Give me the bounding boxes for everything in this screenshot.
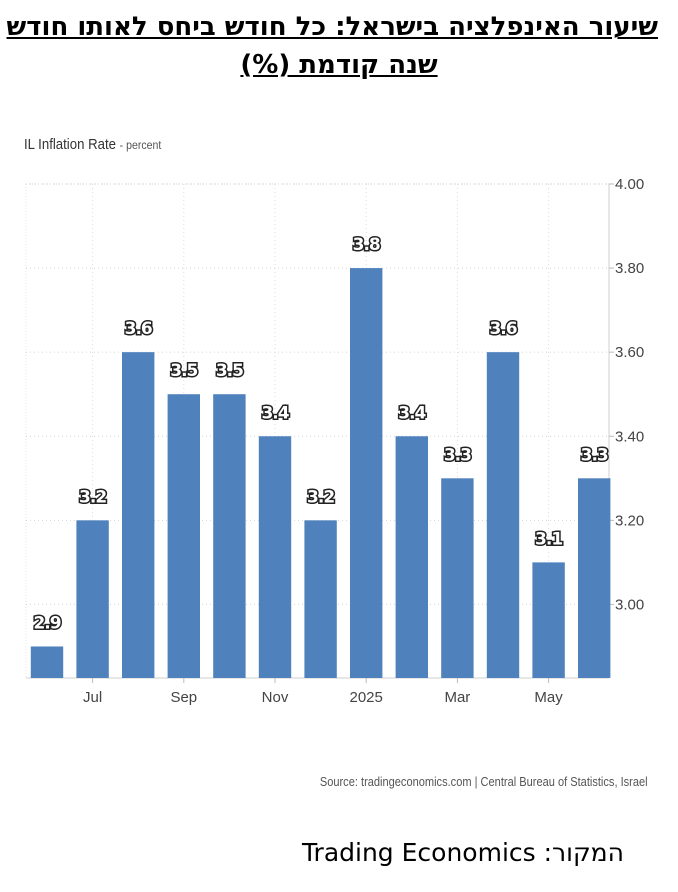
bar bbox=[213, 394, 246, 678]
bar bbox=[76, 520, 109, 678]
bar bbox=[30, 646, 64, 678]
bar bbox=[349, 268, 383, 678]
bar-value-label: 3.5 bbox=[170, 361, 197, 381]
source-note: Source: tradingeconomics.com | Central B… bbox=[320, 774, 648, 789]
bar bbox=[441, 478, 474, 678]
credit-line: המקור: Trading Economics bbox=[301, 838, 624, 867]
chart-title-unit: - percent bbox=[119, 138, 162, 152]
bar bbox=[121, 352, 155, 678]
bar bbox=[258, 436, 292, 678]
y-tick-label: 3.00 bbox=[615, 596, 644, 613]
y-tick-label: 3.40 bbox=[615, 428, 644, 445]
y-tick-label: 3.20 bbox=[615, 512, 644, 529]
bar bbox=[532, 562, 565, 678]
bar-value-label: 3.5 bbox=[216, 361, 243, 381]
bar-value-label: 3.2 bbox=[79, 487, 106, 507]
bar-value-label: 3.4 bbox=[398, 403, 426, 423]
x-tick-label: Sep bbox=[170, 689, 197, 706]
x-tick-label: Jul bbox=[83, 689, 102, 706]
y-tick-label: 4.00 bbox=[615, 176, 644, 193]
bar-value-label: 3.3 bbox=[581, 445, 608, 465]
x-tick-label: 2025 bbox=[350, 689, 383, 706]
inflation-bar-chart: 3.00 3.20 3.40 3.60 3.80 4.00 Jul Sep Nov 2025 Mar… bbox=[25, 176, 644, 706]
y-tick-label: 3.80 bbox=[615, 260, 644, 277]
bar-value-label: 3.6 bbox=[125, 319, 152, 339]
chart-title-main: IL Inflation Rate bbox=[24, 136, 116, 153]
bar bbox=[486, 352, 520, 678]
x-tick-label: May bbox=[534, 689, 563, 706]
bar bbox=[577, 478, 611, 678]
chart-title: IL Inflation Rate - percent bbox=[24, 136, 161, 153]
bar-value-label: 3.6 bbox=[489, 319, 516, 339]
bar-value-label: 2.9 bbox=[33, 613, 60, 633]
bar bbox=[395, 436, 429, 678]
x-tick-label: Nov bbox=[262, 689, 289, 706]
headline-line-1: שיעור האינפלציה בישראל: כל חודש ביחס לאו… bbox=[6, 12, 658, 42]
bar-value-label: 3.1 bbox=[535, 529, 562, 549]
y-tick-label: 3.60 bbox=[615, 344, 644, 361]
headline-line-2: שנה קודמת (%) bbox=[240, 50, 438, 80]
bar-value-label: 3.3 bbox=[444, 445, 471, 465]
headline: שיעור האינפלציה בישראל: כל חודש ביחס לאו… bbox=[6, 8, 658, 84]
bar-value-label: 3.2 bbox=[307, 487, 334, 507]
x-tick-label: Mar bbox=[444, 689, 470, 706]
bar-value-label: 3.8 bbox=[353, 235, 380, 255]
bar bbox=[304, 520, 337, 678]
bar-value-label: 3.4 bbox=[261, 403, 289, 423]
bar bbox=[167, 394, 201, 678]
